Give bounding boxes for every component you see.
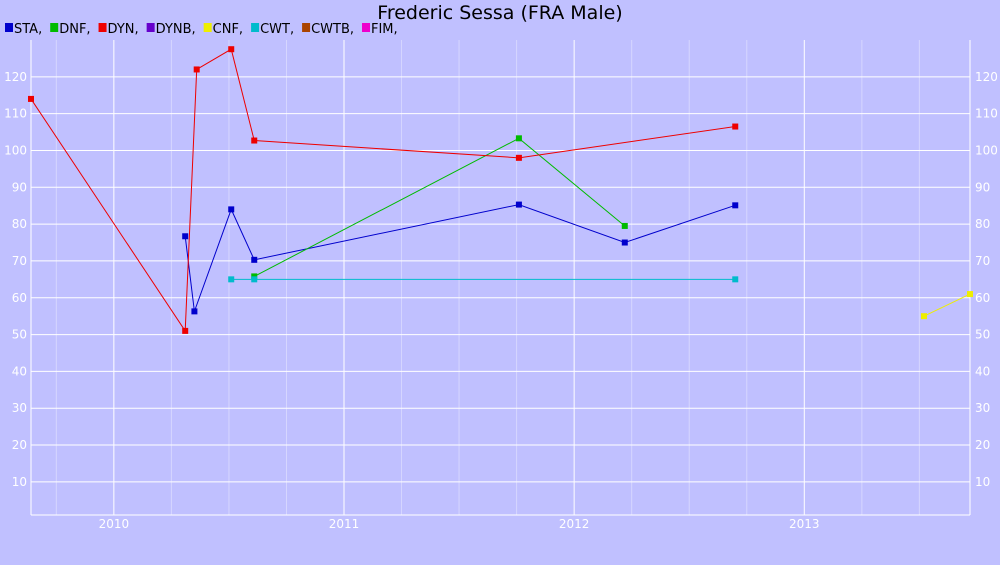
y-tick-label: 40 xyxy=(975,364,990,378)
y-tick-label: 70 xyxy=(975,254,990,268)
series-cwt xyxy=(228,276,739,283)
data-point xyxy=(621,239,628,246)
legend-label: CWT, xyxy=(260,22,294,37)
legend-swatch xyxy=(362,23,371,32)
data-point xyxy=(191,308,198,315)
data-point xyxy=(621,222,628,229)
y-tick-label: 120 xyxy=(4,70,27,84)
data-point xyxy=(182,327,189,334)
data-point xyxy=(228,46,235,53)
series-line xyxy=(923,293,971,317)
data-point xyxy=(251,276,258,283)
y-tick-label: 10 xyxy=(12,475,27,489)
data-point xyxy=(228,206,235,213)
legend: STA, DNF, DYN, DYNB, CNF, CWT, CWTB, FIM, xyxy=(5,22,398,37)
data-point xyxy=(182,233,189,240)
y-axis-right: 10 20 30 40 50 60 70 80 90 100 110 120 xyxy=(975,70,998,489)
legend-swatch xyxy=(146,23,155,32)
grid-major xyxy=(30,40,971,515)
y-tick-label: 120 xyxy=(975,70,998,84)
legend-label: DYNB, xyxy=(156,22,196,37)
y-tick-label: 10 xyxy=(975,475,990,489)
series-dyn xyxy=(28,46,739,334)
legend-label: CWTB, xyxy=(311,22,354,37)
data-point xyxy=(920,313,927,320)
data-point xyxy=(193,66,200,73)
series-group xyxy=(28,46,973,334)
y-tick-label: 60 xyxy=(975,291,990,305)
y-tick-label: 30 xyxy=(12,401,27,415)
y-axis-left: 10 20 30 40 50 60 70 80 90 100 110 120 xyxy=(4,70,27,489)
x-tick-label: 2013 xyxy=(789,517,820,531)
x-tick-label: 2012 xyxy=(559,517,590,531)
data-point xyxy=(967,291,973,298)
data-point xyxy=(251,137,258,144)
data-point xyxy=(732,123,739,130)
y-tick-label: 80 xyxy=(975,217,990,231)
x-axis: 2010 2011 2012 2013 xyxy=(99,517,820,531)
data-point xyxy=(515,154,522,161)
y-tick-label: 40 xyxy=(12,364,27,378)
data-point xyxy=(732,276,739,283)
y-tick-label: 50 xyxy=(12,328,27,342)
legend-swatch xyxy=(251,23,260,32)
data-point xyxy=(515,201,522,208)
y-tick-label: 100 xyxy=(975,143,998,157)
data-point xyxy=(28,95,34,102)
legend-label: STA, xyxy=(14,22,42,37)
data-point xyxy=(251,256,258,263)
y-tick-label: 80 xyxy=(12,217,27,231)
legend-swatch xyxy=(50,23,59,32)
x-tick-label: 2010 xyxy=(99,517,130,531)
data-point xyxy=(515,135,522,142)
y-tick-label: 110 xyxy=(4,107,27,121)
legend-label: FIM, xyxy=(371,22,398,37)
y-tick-label: 90 xyxy=(12,180,27,194)
legend-label: DNF, xyxy=(59,22,90,37)
legend-swatch xyxy=(5,23,13,32)
y-tick-label: 70 xyxy=(12,254,27,268)
series-cnf xyxy=(920,291,973,320)
chart-title: Frederic Sessa (FRA Male) xyxy=(377,2,622,24)
y-tick-label: 90 xyxy=(975,180,990,194)
legend-swatch xyxy=(98,23,107,32)
y-tick-label: 110 xyxy=(975,107,998,121)
y-tick-label: 100 xyxy=(4,143,27,157)
data-point xyxy=(732,202,739,209)
legend-swatch xyxy=(302,23,311,32)
x-tick-label: 2011 xyxy=(329,517,360,531)
y-tick-label: 50 xyxy=(975,328,990,342)
legend-swatch xyxy=(203,23,212,32)
y-tick-label: 60 xyxy=(12,291,27,305)
y-tick-label: 20 xyxy=(12,438,27,452)
data-point xyxy=(228,276,235,283)
y-tick-label: 30 xyxy=(975,401,990,415)
legend-label: CNF, xyxy=(213,22,243,37)
series-sta xyxy=(182,201,739,315)
y-tick-label: 20 xyxy=(975,438,990,452)
legend-label: DYN, xyxy=(108,22,139,37)
